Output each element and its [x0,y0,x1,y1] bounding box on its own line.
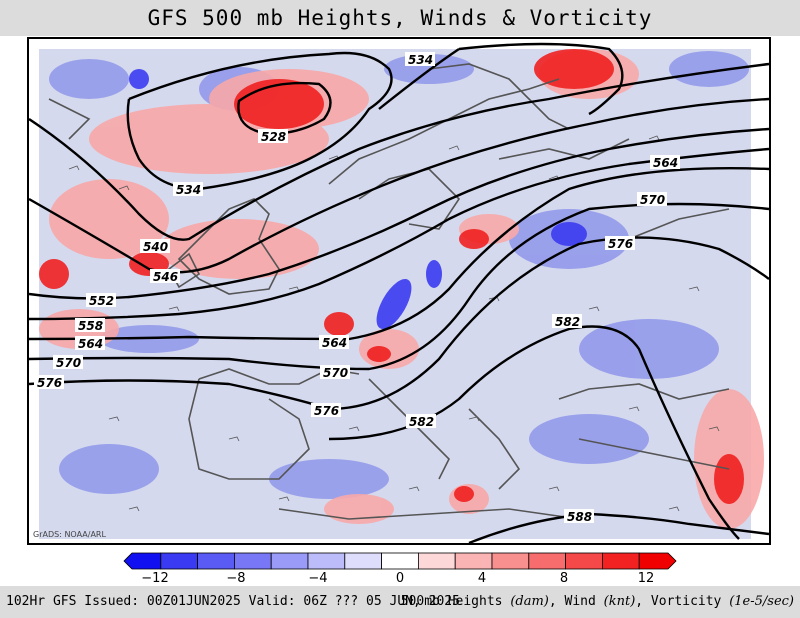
vorticity-colorbar: −12 −8 −4 0 4 8 12 [123,552,677,586]
contour-label: 534 [173,182,203,197]
wind-unit: (knt) [603,594,636,609]
colorbar-tick-label: −4 [308,571,327,586]
contour-label: 570 [53,355,83,370]
svg-text:546: 546 [153,270,178,284]
contour-534-north [126,51,393,191]
contour-564 [29,167,769,341]
svg-text:576: 576 [37,376,62,390]
colorbar-tick-label: 4 [478,571,486,586]
colorbar-cell [565,552,603,570]
svg-text:588: 588 [567,510,592,524]
svg-text:570: 570 [323,366,348,380]
svg-text:582: 582 [555,315,580,329]
contour-labels: 534 528 534 564 570 540 546 576 552 558 … [34,52,680,524]
svg-text:570: 570 [56,356,81,370]
contour-label: 576 [605,236,635,251]
svg-text:564: 564 [653,156,678,170]
strong-negative-vorticity [129,69,587,329]
svg-text:534: 534 [408,53,433,67]
contour-label: 570 [637,192,667,207]
colorbar-cell [602,552,640,570]
contour-label: 552 [86,293,116,308]
svg-text:564: 564 [78,337,103,351]
svg-text:570: 570 [640,193,665,207]
contour-label: 564 [650,155,680,170]
colorbar-cell [197,552,235,570]
svg-text:528: 528 [261,130,286,144]
contour-588 [468,512,769,543]
chart-title-bar: GFS 500 mb Heights, Winds & Vorticity [0,0,800,36]
contour-540 [29,62,769,241]
colorbar-cell [491,552,530,570]
contour-label: 564 [75,336,105,351]
colorbar-cell [381,552,419,570]
colorbar-tick-label: 0 [396,571,404,586]
svg-text:576: 576 [608,237,633,251]
contour-label: 534 [405,52,435,67]
colorbar-cell [233,552,272,570]
grads-credit: GrADS: NOAA/ARL [33,530,106,539]
svg-text:582: 582 [409,415,434,429]
contour-label: 582 [406,414,436,429]
contour-label: 546 [150,269,180,284]
contour-label: 588 [564,509,594,524]
colorbar-tick-label: −8 [226,571,245,586]
contour-552 [29,127,769,300]
svg-text:576: 576 [314,404,339,418]
svg-text:558: 558 [78,319,103,333]
colorbar-cell [454,552,493,570]
vorticity-unit: (1e-5/sec) [729,594,794,609]
contour-label: 576 [311,403,341,418]
heights-unit: (dam) [510,594,549,609]
contour-label: 528 [258,129,288,144]
contour-546 [29,97,769,274]
contour-570 [29,202,769,371]
contour-528 [237,81,332,136]
parameter-description: 500mb Heights (dam), Wind (knt), Vortici… [401,594,794,609]
negative-vorticity-areas [49,51,749,499]
colorbar-cell [270,552,309,570]
issued-valid-text: 102Hr GFS Issued: 00Z01JUN2025 Valid: 06… [6,594,460,609]
contour-label: 564 [319,335,349,350]
contour-534-east [378,42,624,116]
colorbar-cell [638,552,677,570]
contour-label: 582 [552,314,582,329]
chart-title: GFS 500 mb Heights, Winds & Vorticity [147,6,653,30]
contour-582 [328,325,740,540]
heights-label: 500mb Heights [400,594,511,609]
contour-label: 576 [34,375,64,390]
svg-text:540: 540 [143,240,168,254]
contour-558 [29,147,769,321]
colorbar-tick-label: 8 [560,571,568,586]
contour-label: 558 [75,318,105,333]
map-frame: 534 528 534 564 570 540 546 576 552 558 … [27,37,771,545]
height-contours [29,42,769,543]
colorbar-tick-label: −12 [141,571,168,586]
svg-text:534: 534 [176,183,201,197]
colorbar-cell [528,552,566,570]
footer-bar: 102Hr GFS Issued: 00Z01JUN2025 Valid: 06… [0,586,800,618]
svg-text:552: 552 [89,294,114,308]
contour-label: 570 [320,365,350,380]
wind-label: , Wind [548,594,604,609]
svg-text:564: 564 [322,336,347,350]
colorbar-cell [417,552,456,570]
colorbar-cell [160,552,199,570]
contour-label: 540 [140,239,170,254]
colorbar-tick-label: 12 [638,571,655,586]
colorbar-cell [307,552,346,570]
vorticity-label: , Vorticity [635,594,730,609]
colorbar-ticks: −12 −8 −4 0 4 8 12 [141,571,654,586]
contour-576 [29,236,769,411]
weather-map: 534 528 534 564 570 540 546 576 552 558 … [29,39,769,543]
colorbar-cell [344,552,382,570]
colorbar-cell [123,552,162,570]
colorbar-cells [123,552,677,570]
